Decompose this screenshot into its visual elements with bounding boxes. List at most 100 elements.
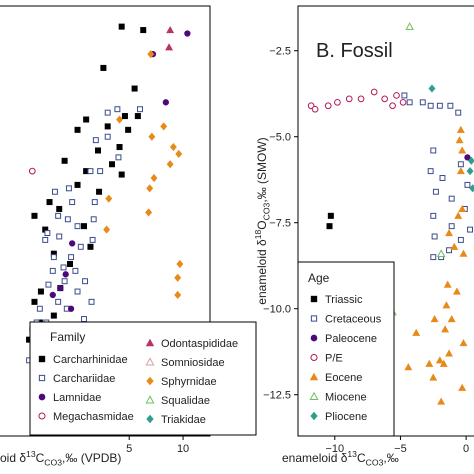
data-point	[458, 204, 467, 213]
data-point	[166, 160, 174, 169]
legend-label: Somniosidae	[161, 357, 225, 369]
data-point	[445, 228, 454, 237]
data-point	[162, 99, 169, 106]
data-point	[69, 240, 76, 247]
y-axis-label: enameloid δ18OCO3,‰ (SMOW)	[253, 137, 271, 304]
data-point	[370, 88, 378, 96]
y-tick-label: −5.0	[269, 132, 291, 144]
data-point	[134, 113, 141, 120]
data-point	[457, 161, 464, 168]
y-tick-label: −7.5	[269, 218, 291, 230]
data-point	[311, 105, 319, 113]
legend-marker	[310, 315, 318, 322]
data-point	[89, 236, 96, 243]
data-point	[165, 43, 174, 51]
data-point	[64, 216, 71, 223]
data-point	[81, 316, 87, 322]
data-point	[46, 199, 53, 206]
legend-marker	[310, 334, 318, 342]
data-point	[464, 154, 471, 161]
data-point	[459, 249, 468, 257]
data-point	[90, 216, 97, 223]
legend-marker	[145, 395, 155, 404]
data-point	[44, 230, 51, 237]
data-point	[95, 147, 102, 154]
legend-label: Sphyrnidae	[161, 376, 217, 388]
data-point	[455, 136, 464, 144]
data-point	[67, 260, 74, 267]
x-tick-label: −10	[325, 443, 344, 455]
data-point	[454, 211, 463, 219]
data-point	[87, 168, 94, 175]
data-point	[450, 242, 459, 250]
data-point	[469, 184, 474, 193]
legend: Age Triassic Cretaceous Paleocene P/E Eocene M…	[297, 261, 395, 437]
data-point	[97, 168, 104, 175]
x-axis-label: enameloid δ13CCO3,‰	[282, 449, 399, 467]
data-point	[176, 259, 184, 269]
data-point	[83, 116, 90, 123]
legend-label: Miocene	[325, 392, 367, 404]
legend-marker	[38, 393, 46, 401]
legend-box	[297, 261, 395, 437]
data-point	[326, 223, 333, 230]
x-tick-label: 5	[126, 443, 132, 455]
data-point	[60, 264, 67, 271]
data-point	[439, 359, 448, 367]
data-point	[67, 305, 75, 312]
data-point	[456, 125, 465, 133]
data-point	[442, 301, 451, 309]
data-point	[174, 273, 182, 282]
data-point	[121, 113, 128, 120]
data-point	[459, 339, 468, 347]
data-point	[103, 225, 111, 234]
legend-marker	[38, 355, 46, 363]
data-point	[439, 175, 446, 181]
data-point	[31, 298, 38, 305]
legend-label: Triassic	[325, 294, 363, 306]
data-point	[115, 154, 122, 161]
panel-title: B. Fossil	[316, 40, 393, 62]
data-point	[147, 50, 155, 59]
data-point	[61, 157, 68, 164]
data-point	[441, 325, 450, 333]
legend-marker	[309, 391, 319, 400]
data-point	[467, 226, 474, 233]
data-point	[430, 212, 437, 219]
data-point	[150, 173, 158, 183]
data-point	[393, 92, 400, 99]
data-point	[56, 205, 63, 212]
data-point	[401, 92, 408, 99]
data-point	[428, 84, 436, 93]
data-point	[431, 233, 438, 240]
data-point	[184, 30, 191, 37]
data-point	[125, 126, 132, 133]
legend-title: Age	[308, 271, 330, 285]
legend-marker	[310, 295, 318, 303]
data-point	[65, 185, 72, 192]
data-point	[87, 243, 94, 250]
legend-label: Megachasmidae	[53, 411, 134, 423]
data-point	[49, 291, 56, 299]
x-tick-label: 0	[463, 443, 469, 455]
data-point	[399, 98, 407, 106]
legend-label: Carchariidae	[53, 373, 115, 385]
data-point	[96, 188, 103, 195]
legend-label: Paleocene	[325, 333, 377, 345]
data-point	[457, 236, 464, 243]
data-point	[425, 359, 434, 367]
data-point	[88, 298, 95, 305]
data-point	[109, 161, 116, 168]
legend-label: Pliocene	[325, 411, 367, 423]
data-point	[446, 247, 453, 254]
data-point	[405, 22, 414, 30]
data-point	[92, 137, 99, 144]
data-point	[458, 383, 467, 391]
data-point	[61, 278, 68, 285]
data-point	[114, 106, 121, 113]
legend-marker	[309, 372, 319, 381]
legend: Family Carcharhinidae Carchariidae Lamnidae…	[29, 321, 257, 436]
legend-marker	[38, 412, 46, 420]
data-point	[31, 212, 38, 219]
